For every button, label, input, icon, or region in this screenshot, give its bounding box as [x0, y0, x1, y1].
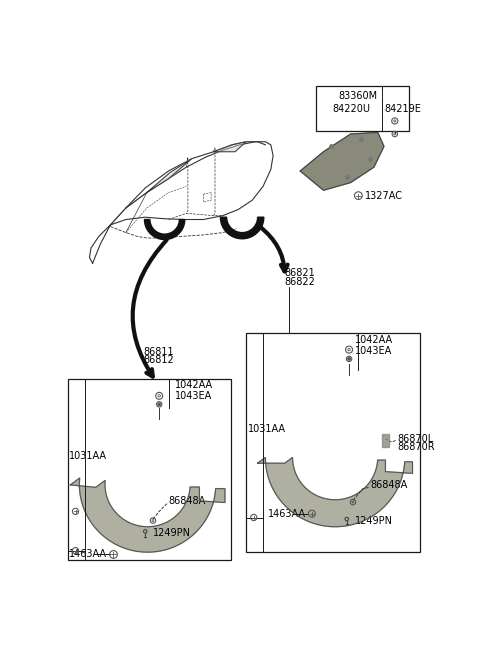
Text: 1042AA: 1042AA: [355, 335, 393, 345]
Text: 86821: 86821: [285, 269, 315, 278]
Text: 1327AC: 1327AC: [365, 191, 403, 200]
Bar: [316, 86, 409, 131]
Text: 1043EA: 1043EA: [355, 346, 392, 356]
Bar: [68, 379, 230, 560]
Polygon shape: [214, 141, 246, 152]
Text: 84219E: 84219E: [384, 103, 421, 113]
Text: 86870R: 86870R: [397, 442, 435, 453]
Text: 86848A: 86848A: [370, 480, 407, 490]
Text: 86822: 86822: [285, 277, 316, 287]
Text: 84220U: 84220U: [333, 103, 371, 113]
Text: 1031AA: 1031AA: [248, 424, 287, 434]
Polygon shape: [300, 132, 384, 190]
Text: 1031AA: 1031AA: [69, 451, 108, 461]
Text: 1249PN: 1249PN: [355, 516, 393, 527]
Text: 1463AA: 1463AA: [69, 550, 108, 559]
Text: 1249PN: 1249PN: [153, 528, 191, 538]
Text: 1463AA: 1463AA: [268, 509, 306, 519]
Polygon shape: [147, 159, 192, 193]
Polygon shape: [220, 217, 264, 239]
Text: 86870L: 86870L: [397, 434, 433, 444]
Text: 86812: 86812: [144, 356, 174, 365]
Bar: [246, 333, 420, 552]
Text: 1043EA: 1043EA: [175, 391, 212, 401]
Text: 86848A: 86848A: [168, 496, 206, 506]
Polygon shape: [71, 478, 225, 552]
Polygon shape: [258, 457, 412, 527]
Text: 1042AA: 1042AA: [175, 380, 213, 390]
Polygon shape: [144, 219, 185, 240]
Text: 86811: 86811: [144, 347, 174, 357]
Text: 83360M: 83360M: [339, 90, 378, 100]
Circle shape: [158, 403, 160, 405]
Circle shape: [348, 358, 350, 360]
Polygon shape: [382, 434, 389, 447]
